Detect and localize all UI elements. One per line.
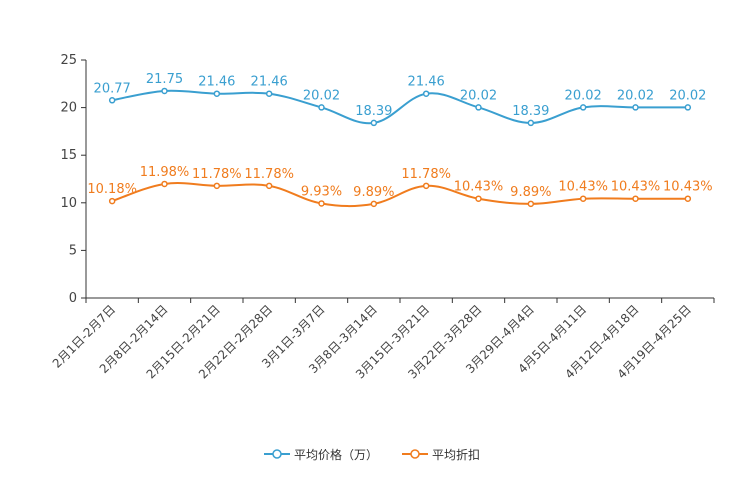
data-point [422, 182, 430, 190]
chart-legend: 平均价格（万） 平均折扣 [0, 444, 744, 464]
data-point [632, 104, 639, 111]
series-line-1 [111, 182, 688, 208]
data-label: 18.39 [355, 104, 392, 119]
data-label: 21.46 [198, 75, 235, 90]
data-point [632, 195, 639, 202]
y-tick-label: 15 [60, 148, 77, 163]
data-point [579, 104, 587, 111]
y-tick-label: 25 [60, 53, 77, 68]
data-label: 20.02 [303, 88, 340, 103]
y-tick-label: 20 [60, 101, 77, 116]
data-point [527, 200, 535, 208]
data-label: 9.93% [301, 184, 342, 199]
data-point [684, 195, 692, 202]
data-point [370, 119, 378, 127]
data-label: 9.89% [353, 185, 394, 200]
data-label: 18.39 [512, 104, 549, 119]
data-label: 20.02 [565, 88, 602, 103]
data-label: 10.43% [558, 180, 608, 195]
y-tick-label: 0 [69, 291, 77, 306]
data-point [161, 87, 168, 95]
legend-line-marker-icon [402, 449, 428, 459]
data-label: 9.89% [510, 185, 551, 200]
data-label: 20.02 [617, 88, 654, 103]
data-label: 20.77 [94, 81, 131, 96]
data-point [370, 200, 378, 208]
y-tick-label: 10 [60, 196, 77, 211]
y-tick-label: 5 [69, 243, 77, 258]
data-point [213, 182, 221, 190]
data-point [265, 90, 273, 97]
data-point [684, 104, 692, 111]
data-point [265, 182, 273, 190]
data-label: 10.18% [87, 182, 137, 197]
legend-label-avg-price: 平均价格（万） [293, 447, 378, 462]
data-label: 11.78% [192, 167, 242, 182]
data-point [318, 104, 325, 111]
data-label: 11.78% [401, 167, 451, 182]
legend-line-marker-icon [263, 449, 290, 459]
data-point [108, 197, 116, 205]
data-label: 11.98% [140, 165, 190, 180]
data-point [422, 90, 430, 97]
data-point [213, 90, 221, 97]
legend-label-avg-discount: 平均折扣 [432, 447, 481, 462]
data-point [108, 97, 116, 104]
data-label: 21.75 [146, 72, 183, 87]
legend-item-avg-discount[interactable]: 平均折扣 [402, 446, 480, 463]
data-label: 10.43% [663, 180, 713, 195]
data-label: 20.02 [460, 88, 497, 103]
data-label: 20.02 [669, 88, 706, 103]
data-label: 11.78% [244, 167, 294, 182]
data-point [579, 195, 587, 202]
series-line-0 [111, 89, 688, 125]
data-point [527, 119, 535, 127]
data-point [161, 180, 168, 188]
data-point [475, 195, 482, 202]
data-point [475, 104, 482, 111]
data-label: 10.43% [454, 180, 504, 195]
legend-item-avg-price[interactable]: 平均价格（万） [263, 446, 378, 463]
data-point [318, 200, 325, 207]
data-label: 10.43% [611, 180, 661, 195]
data-label: 21.46 [251, 75, 288, 90]
data-label: 21.46 [408, 75, 445, 90]
